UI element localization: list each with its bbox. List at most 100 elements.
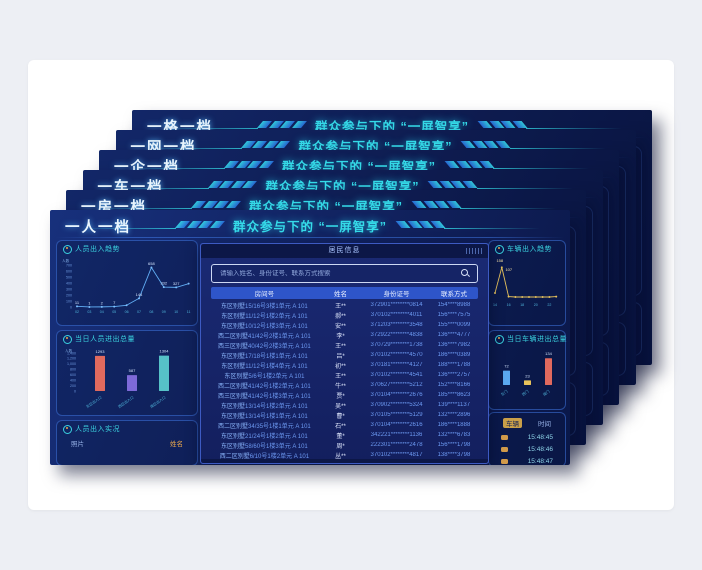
screen-tab-label[interactable]: 一人一档 <box>65 220 131 236</box>
svg-text:587: 587 <box>129 368 136 373</box>
cell-id: 371203********3548 <box>370 322 423 328</box>
banner: 群众参与下的 “一屏智享” <box>50 210 570 236</box>
cell-id: 370902********5324 <box>370 402 423 408</box>
table-row: 西二区别墅6/10号1楼2单元 A 101 丛** 370102********48… <box>211 450 478 460</box>
cell-name: 王** <box>335 343 346 350</box>
banner-right-slashes-icon <box>444 161 494 168</box>
cell-phone: 156****7575 <box>437 312 471 318</box>
svg-text:107: 107 <box>505 267 512 272</box>
cell-phone: 186****0389 <box>437 352 471 358</box>
banner-left-line <box>145 148 242 149</box>
svg-text:700: 700 <box>66 263 72 267</box>
cell-room: 东区别墅5/6号1楼2单元 A 101 <box>224 373 305 380</box>
live-col-time[interactable]: 时间 <box>538 421 551 428</box>
modal-footer-bar <box>201 459 488 463</box>
col-room: 房间号 <box>254 291 275 298</box>
svg-text:1304: 1304 <box>160 349 170 354</box>
svg-text:人数: 人数 <box>62 258 70 263</box>
panel-person-trend: 人员出入趋势 人数 0 100 200 300 400 500 600 700 11 02 1 03 2 0… <box>56 240 198 326</box>
svg-text:南门: 南门 <box>542 388 551 396</box>
car-photo-icon <box>501 446 508 452</box>
svg-text:158: 158 <box>496 258 503 263</box>
cell-name: 牛** <box>335 383 346 390</box>
cell-name: 吕* <box>336 353 345 360</box>
cell-room: 东区别墅13/14号1楼2单元 A 101 <box>221 403 308 410</box>
svg-text:1: 1 <box>88 300 91 305</box>
cell-room: 西二区别墅6/10号1楼2单元 A 101 <box>219 453 310 460</box>
svg-text:800: 800 <box>70 368 76 372</box>
svg-text:300: 300 <box>66 287 72 291</box>
banner-left-line <box>96 208 192 209</box>
svg-text:14: 14 <box>493 303 497 307</box>
col-id: 身份证号 <box>383 291 410 298</box>
svg-text:134: 134 <box>545 351 552 356</box>
live-col-vehicle[interactable]: 车辆 <box>503 418 522 428</box>
car-photo-icon <box>501 458 508 464</box>
cell-id: 370102********4570 <box>370 352 423 358</box>
vehicle-live-row: 15:48:47 <box>489 455 565 465</box>
cell-phone: 156****1798 <box>437 442 471 448</box>
svg-text:22: 22 <box>547 303 551 307</box>
banner-right-slashes-icon <box>461 141 511 148</box>
cell-id: 370102********4011 <box>370 312 423 318</box>
cell-room: 西二区别墅41/42号1楼2单元 A 101 <box>218 383 311 390</box>
panel-vehicle-trend: 车辆出入趋势 158 107 14 16 18 20 22 <box>488 240 566 326</box>
car-photo-icon <box>501 434 508 440</box>
panel-title: 人员出入实况 <box>75 426 120 433</box>
search-input[interactable] <box>212 270 461 277</box>
cell-phone: 155****0099 <box>437 322 471 328</box>
screen-person-archive: 一人一档 群众参与下的 “一屏智享” 人员出入趋势 人数 0 100 200 300 40… <box>50 210 570 465</box>
live-col-name[interactable]: 姓名 <box>170 441 183 448</box>
svg-text:东区出入口: 东区出入口 <box>85 394 103 409</box>
cell-phone: 188****1788 <box>437 362 471 368</box>
table-row: 西二区别墅41/42号1楼2单元 A 101 牛** 370627********5… <box>211 380 478 390</box>
cell-name: 曹* <box>336 413 345 420</box>
svg-text:20: 20 <box>534 303 538 307</box>
modal-title-bar: 居民信息 <box>201 244 488 258</box>
cell-name: 王** <box>335 303 346 310</box>
cell-phone: 136****2757 <box>437 372 471 378</box>
banner-left-line <box>129 168 225 169</box>
banner-left-line <box>162 128 258 129</box>
cell-id: 370102********4817 <box>370 452 423 458</box>
search-box <box>211 264 478 283</box>
pass-time: 15:48:47 <box>527 457 553 465</box>
vehicle-live-row: 15:48:46 <box>489 443 565 455</box>
col-name: 姓名 <box>333 291 347 298</box>
cell-id: 370102********4541 <box>370 372 423 378</box>
vehicle-live-row: 15:48:45 <box>489 431 565 443</box>
resident-table-body: 东区别墅15/16号3楼1单元 A 101 王** 372901********08… <box>211 300 478 460</box>
live-col-photo[interactable]: 照片 <box>71 441 84 448</box>
cell-name: 石** <box>335 423 346 430</box>
svg-text:1,200: 1,200 <box>67 357 76 361</box>
search-icon[interactable] <box>461 269 470 278</box>
pass-time: 15:48:46 <box>527 445 553 453</box>
table-row: 西三区别墅40/42号2楼3单元 A 101 王** 370729********1… <box>211 340 478 350</box>
table-row: 西二区别墅41/42号2楼1单元 A 101 李* 372922********48… <box>211 330 478 340</box>
svg-text:西区出入口: 西区出入口 <box>117 394 135 409</box>
table-row: 东区别墅11/12号1楼4单元 A 101 初** 370181********41… <box>211 360 478 370</box>
table-row: 西三区别墅41/42号1楼3单元 A 101 贾* 370104********26… <box>211 390 478 400</box>
svg-text:600: 600 <box>66 269 72 273</box>
person-icon <box>63 424 72 434</box>
cell-id: 342221********1136 <box>370 432 423 438</box>
cell-room: 西二区别墅34/35号1楼1单元 A 101 <box>218 423 311 430</box>
cell-phone: 186****1888 <box>437 422 471 428</box>
cell-phone: 136****4777 <box>437 332 471 338</box>
table-row: 东区别墅11/12号1楼2单元 A 101 郝** 370102********40… <box>211 310 478 320</box>
person-icon <box>63 244 72 254</box>
svg-text:23: 23 <box>525 373 530 378</box>
panel-person-totals: 当日人员进出总量 人数 0 200 400 600 800 1,000 1,200 1,400 1… <box>56 330 198 416</box>
svg-text:100: 100 <box>66 299 72 303</box>
person-icon <box>63 334 72 344</box>
cell-phone: 152****8166 <box>437 382 471 388</box>
banner-right-line <box>493 168 589 169</box>
table-row: 东区别墅10/12号1楼3单元 A 101 安** 371203********35… <box>211 320 478 330</box>
banner-title: 群众参与下的 “一屏智享” <box>233 220 387 234</box>
car-icon <box>495 334 504 344</box>
cell-room: 西三区别墅40/42号2楼3单元 A 101 <box>218 343 311 350</box>
modal-title: 居民信息 <box>328 247 361 254</box>
cell-name: 王** <box>335 373 346 380</box>
svg-text:05: 05 <box>112 310 116 314</box>
